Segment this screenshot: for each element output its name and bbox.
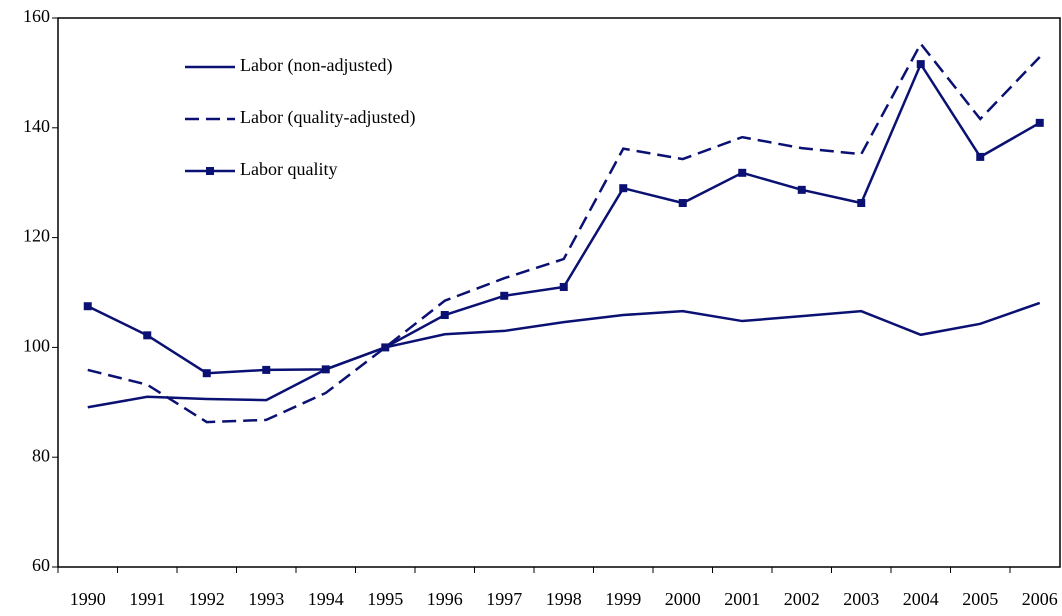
x-tick-label: 1995	[367, 589, 403, 609]
x-tick-label: 1991	[129, 589, 165, 609]
data-point	[381, 343, 390, 352]
data-point	[143, 331, 152, 340]
data-point	[262, 365, 271, 374]
data-point	[440, 311, 449, 320]
x-tick-label: 1993	[248, 589, 284, 609]
data-point	[797, 185, 806, 194]
series-line	[87, 61, 1041, 375]
x-tick-label: 1990	[70, 589, 106, 609]
x-tick-label: 2001	[724, 589, 760, 609]
series-line	[87, 301, 1041, 409]
y-tick-label: 60	[32, 555, 50, 575]
y-tick-label: 80	[32, 445, 50, 465]
x-tick-label: 2002	[784, 589, 820, 609]
legend-label: Labor (non-adjusted)	[240, 55, 392, 76]
data-point	[678, 199, 687, 208]
x-tick-label: 1999	[605, 589, 641, 609]
legend-label: Labor quality	[240, 159, 337, 179]
x-tick-label: 2004	[903, 589, 939, 609]
x-tick-label: 1994	[308, 589, 344, 609]
y-tick-label: 140	[23, 116, 50, 136]
data-point	[976, 152, 985, 161]
x-tick-label: 1998	[546, 589, 582, 609]
data-point	[321, 365, 330, 374]
x-tick-label: 2006	[1022, 589, 1058, 609]
x-tick-label: 2005	[962, 589, 998, 609]
y-tick-label: 120	[23, 226, 50, 246]
data-point	[83, 302, 92, 311]
data-point	[916, 60, 925, 69]
x-tick-label: 1997	[486, 589, 522, 609]
plot-area	[57, 17, 1061, 568]
x-tick-label: 2000	[665, 589, 701, 609]
legend-label: Labor (quality-adjusted)	[240, 107, 415, 128]
x-tick-label: 1992	[189, 589, 225, 609]
x-tick-label: 1996	[427, 589, 463, 609]
data-point	[857, 199, 866, 208]
data-point	[1035, 118, 1044, 127]
y-tick-label: 100	[23, 336, 50, 356]
data-point	[738, 168, 747, 177]
data-point	[500, 291, 509, 300]
x-tick-label: 2003	[843, 589, 879, 609]
data-point	[559, 283, 568, 292]
data-point	[619, 184, 628, 193]
series-line	[87, 41, 1041, 424]
legend-marker	[206, 167, 214, 175]
y-tick-label: 160	[23, 6, 50, 26]
data-point	[202, 369, 211, 378]
